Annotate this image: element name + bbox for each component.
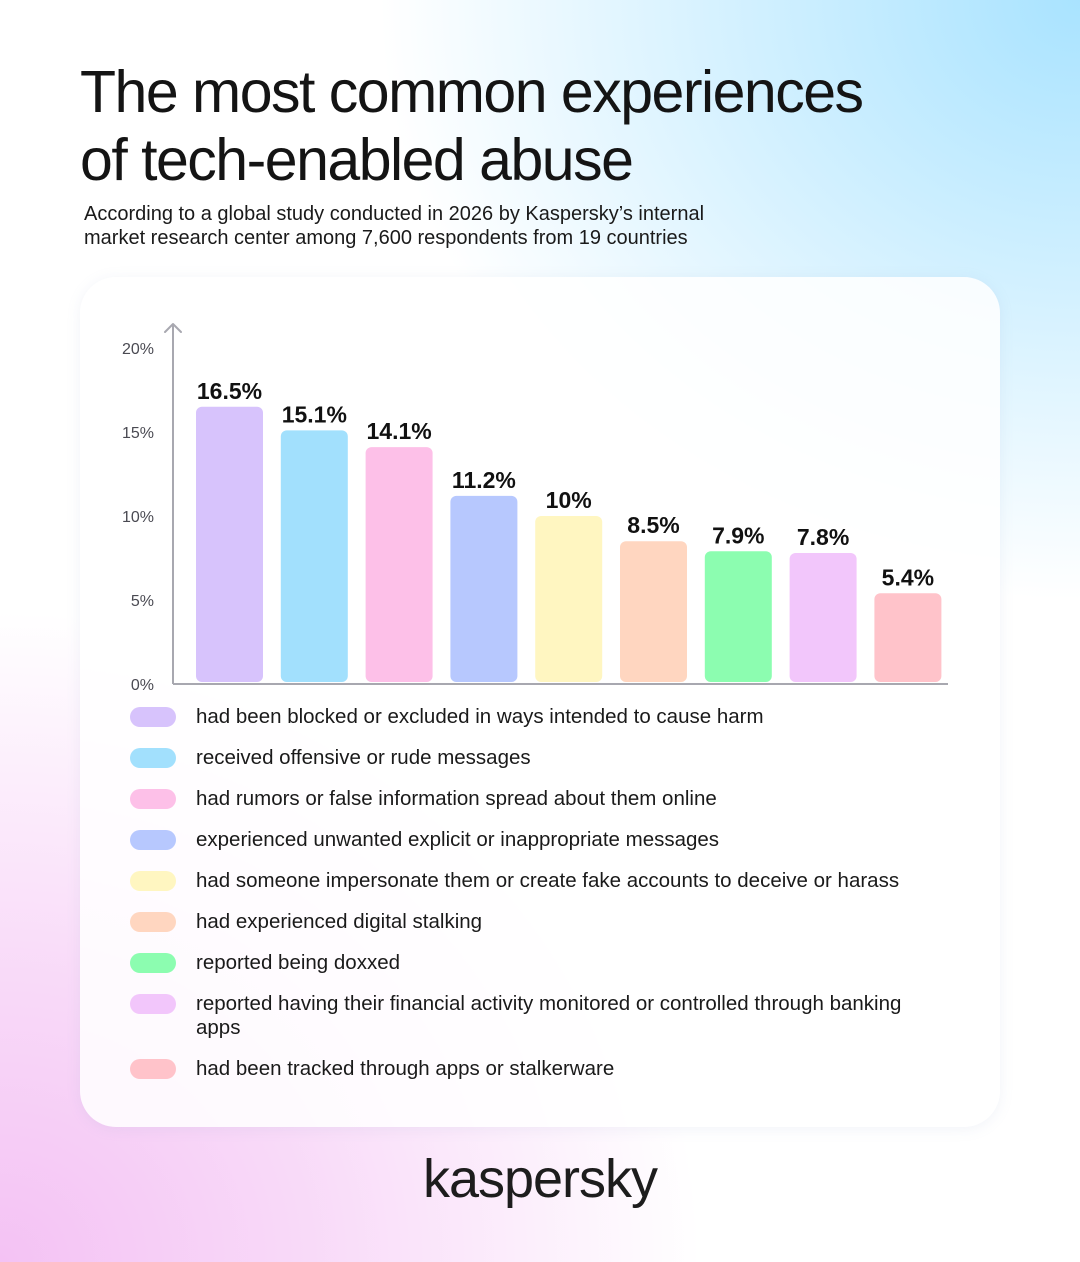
y-tick-label: 5% [131, 593, 154, 610]
legend-label: had someone impersonate them or create f… [196, 869, 900, 892]
legend-item: had been blocked or excluded in ways int… [130, 705, 950, 729]
bar-value-label: 15.1% [282, 401, 347, 427]
title-line-1: The most common experiences [80, 59, 864, 125]
legend-item: had rumors or false information spread a… [130, 787, 950, 811]
chart-card: 0% 5% 10% 15% 20% 16.5% 15.1% 14.1% 11.2% 10% 8.5%… [80, 277, 1000, 1127]
subtitle-line-1: According to a global study conducted in… [84, 203, 705, 225]
legend-swatch [130, 830, 176, 850]
bar [874, 593, 942, 682]
page-subtitle: According to a global study conducted in… [84, 202, 804, 250]
legend-swatch [130, 953, 176, 973]
bar [280, 430, 348, 682]
bar-value-label: 14.1% [366, 418, 431, 444]
y-tick-label: 20% [122, 341, 154, 358]
legend-swatch [130, 912, 176, 932]
bar-value-label: 7.8% [797, 524, 849, 550]
bar-chart: 0% 5% 10% 15% 20% 16.5% 15.1% 14.1% 11.2% 10% 8.5%… [122, 323, 948, 694]
legend-label: reported having their financial activity… [196, 992, 902, 1039]
y-tick-label: 15% [122, 425, 154, 442]
legend-label: experienced unwanted explicit or inappro… [196, 828, 720, 851]
y-axis-arrow-icon [164, 323, 182, 333]
legend-swatch [130, 707, 176, 727]
legend-label: reported being doxxed [196, 951, 401, 974]
y-tick-label: 0% [131, 677, 154, 694]
bar [704, 551, 772, 682]
bar [196, 406, 263, 682]
legend-item: had someone impersonate them or create f… [130, 869, 950, 893]
bar-value-label: 5.4% [882, 564, 934, 590]
page-title: The most common experiences of tech-enab… [80, 58, 1020, 194]
title-line-2: of tech-enabled abuse [80, 127, 634, 193]
bar [365, 447, 433, 682]
bar [450, 495, 518, 682]
subtitle-line-2: market research center among 7,600 respo… [84, 227, 688, 249]
bar-value-label: 16.5% [197, 378, 262, 404]
bar-value-label: 7.9% [712, 522, 764, 548]
chart-legend: had been blocked or excluded in ways int… [130, 705, 950, 1098]
y-tick-label: 10% [122, 509, 154, 526]
bar [535, 516, 603, 682]
legend-label: had been blocked or excluded in ways int… [196, 705, 764, 728]
bar [789, 552, 857, 682]
kaspersky-logo: kaspersky [422, 1149, 658, 1209]
legend-item: reported being doxxed [130, 951, 950, 975]
bar-value-label: 11.2% [452, 467, 516, 493]
legend-swatch [130, 748, 176, 768]
bar-value-label: 8.5% [627, 512, 679, 538]
legend-swatch [130, 1059, 176, 1079]
legend-swatch [130, 994, 176, 1014]
legend-item: reported having their financial activity… [130, 992, 950, 1040]
bar-value-label: 10% [546, 487, 592, 513]
legend-label: had experienced digital stalking [196, 910, 483, 933]
legend-item: had experienced digital stalking [130, 910, 950, 934]
bar [620, 541, 687, 682]
legend-swatch [130, 871, 176, 891]
legend-item: received offensive or rude messages [130, 746, 950, 770]
legend-label: had rumors or false information spread a… [196, 787, 717, 810]
legend-item: experienced unwanted explicit or inappro… [130, 828, 950, 852]
legend-item: had been tracked through apps or stalker… [130, 1057, 950, 1081]
legend-label: had been tracked through apps or stalker… [196, 1057, 615, 1080]
legend-swatch [130, 789, 176, 809]
legend-label: received offensive or rude messages [196, 746, 531, 769]
